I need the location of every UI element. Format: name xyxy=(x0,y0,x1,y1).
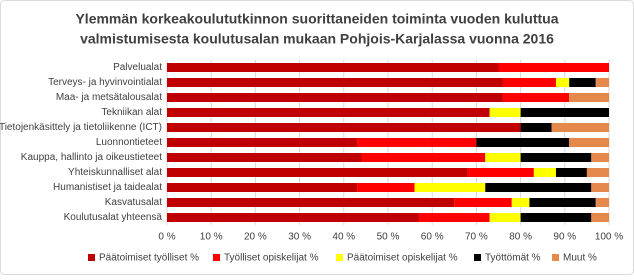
x-tick-label: 70 % xyxy=(465,232,488,243)
y-tick-label: Palvelualat xyxy=(113,62,162,73)
x-tick-label: 20 % xyxy=(244,232,267,243)
bar-segment xyxy=(167,183,358,192)
y-tick-label: Kasvatusalat xyxy=(105,197,162,208)
bar-segment xyxy=(586,168,609,177)
legend-label: Työlliset opiskelijat % xyxy=(224,253,319,264)
bar-segment xyxy=(502,78,556,87)
bar-segment xyxy=(595,78,609,87)
bar-segment xyxy=(533,168,556,177)
bar-segment xyxy=(167,93,503,102)
legend-swatch xyxy=(213,254,220,261)
bar-segment xyxy=(595,198,609,207)
bar-segment xyxy=(569,78,596,87)
bar-segment xyxy=(167,63,499,72)
x-tick-label: 0 % xyxy=(158,232,175,243)
bar-segment xyxy=(167,213,419,222)
x-tick-label: 30 % xyxy=(288,232,311,243)
y-tick-label: Kauppa, hallinto ja oikeustieteet xyxy=(21,152,162,163)
legend-swatch xyxy=(336,254,343,261)
legend-swatch xyxy=(552,254,559,261)
legend-label: Päätoimiset työlliset % xyxy=(99,253,199,264)
bar-segment xyxy=(167,198,455,207)
bar-segment xyxy=(167,108,490,117)
bar-segment xyxy=(498,63,609,72)
bar-segment xyxy=(167,138,358,147)
chart-subtitle: valmistumisesta koulutusalan mukaan Pohj… xyxy=(80,31,554,47)
bar-segment xyxy=(591,213,609,222)
bar-segment xyxy=(414,183,486,192)
bar-segment xyxy=(591,153,609,162)
bar-segment xyxy=(520,213,592,222)
chart-title: Ylemmän korkeakoulututkinnon suorittanei… xyxy=(75,11,558,27)
legend-label: Työttömät % xyxy=(485,253,541,264)
y-tick-label: Humanistiset ja taidealat xyxy=(53,182,162,193)
bar-segment xyxy=(520,153,592,162)
bar-segment xyxy=(489,108,521,117)
legend-label: Päätoimiset opiskelijat % xyxy=(347,253,458,264)
bar-segment xyxy=(569,93,609,102)
x-tick-label: 40 % xyxy=(332,232,355,243)
y-tick-label: Tekniikan alat xyxy=(101,107,162,118)
bar-segment xyxy=(502,93,570,102)
y-tick-label: Luonnontieteet xyxy=(96,137,162,148)
x-tick-label: 10 % xyxy=(200,232,223,243)
bar-segment xyxy=(551,123,609,132)
bar-segment xyxy=(167,78,503,87)
x-tick-label: 90 % xyxy=(553,232,576,243)
bar-segment xyxy=(489,213,521,222)
bar-segment xyxy=(520,123,552,132)
bar-segment xyxy=(167,123,521,132)
bar-segment xyxy=(467,168,534,177)
bar-segment xyxy=(555,168,587,177)
bar-segment xyxy=(569,138,609,147)
bar-segment xyxy=(555,78,570,87)
bar-segment xyxy=(357,138,477,147)
bar-segment xyxy=(357,183,415,192)
y-tick-label: Terveys- ja hyvinvointialat xyxy=(48,77,162,88)
bar-segment xyxy=(485,183,592,192)
x-tick-label: 80 % xyxy=(509,232,532,243)
y-tick-label: Maa- ja metsätalousalat xyxy=(56,92,162,103)
bar-segment xyxy=(418,213,490,222)
bar-segment xyxy=(361,153,486,162)
bar-segment xyxy=(511,198,530,207)
x-tick-label: 50 % xyxy=(377,232,400,243)
bar-segment xyxy=(476,138,570,147)
y-tick-label: Koulutusalat yhteensä xyxy=(64,212,163,223)
legend-swatch xyxy=(88,254,95,261)
bar-segment xyxy=(454,198,512,207)
bar-segment xyxy=(485,153,521,162)
legend-label: Muut % xyxy=(563,253,597,264)
bar-segment xyxy=(529,198,596,207)
x-tick-label: 60 % xyxy=(421,232,444,243)
y-tick-label: Tietojenkäsittely ja tietoliikenne (ICT) xyxy=(0,122,162,133)
y-tick-label: Yhteiskunnalliset alat xyxy=(68,167,162,178)
legend-swatch xyxy=(474,254,481,261)
bar-segment xyxy=(520,108,609,117)
bar-segment xyxy=(591,183,609,192)
bar-segment xyxy=(167,153,362,162)
x-tick-label: 100 % xyxy=(595,232,623,243)
bar-segment xyxy=(167,168,468,177)
